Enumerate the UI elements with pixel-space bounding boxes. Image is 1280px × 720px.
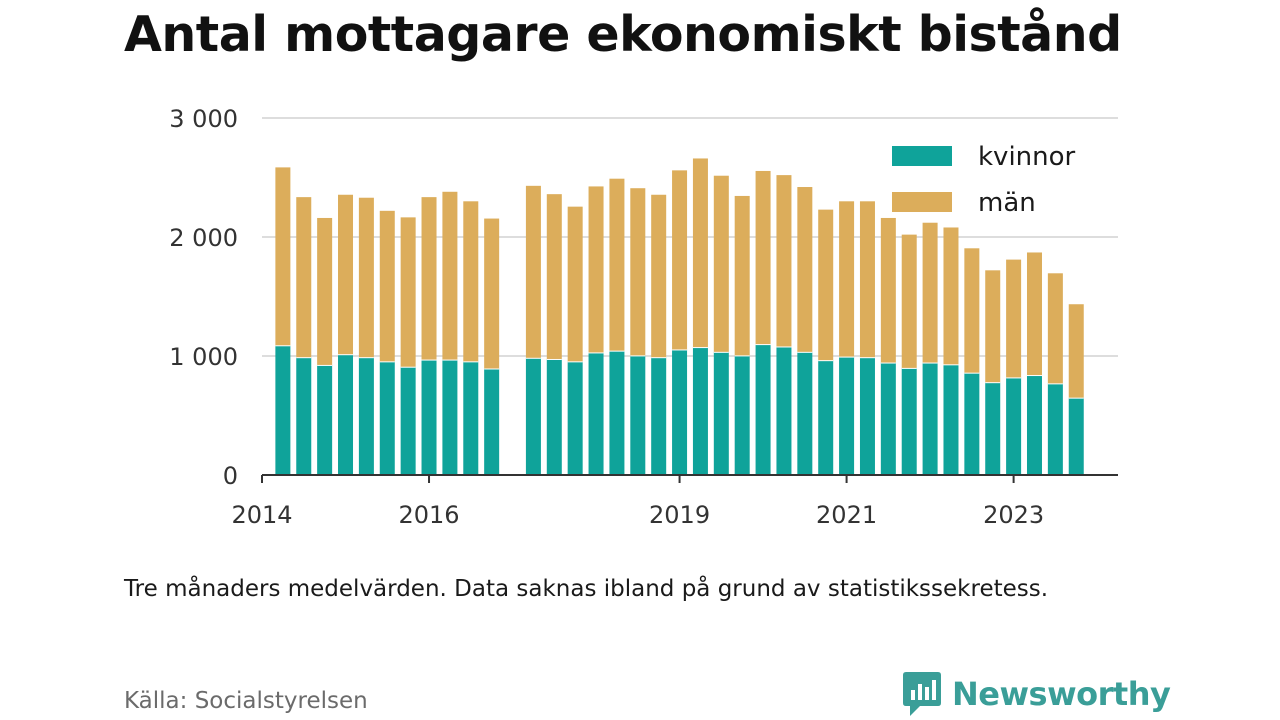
bar-kvinnor <box>609 350 625 475</box>
bar-kvinnor <box>338 354 354 475</box>
bar-kvinnor <box>1068 397 1084 475</box>
bar-man <box>546 194 562 359</box>
bar-man <box>859 201 875 358</box>
source-label: Källa: Socialstyrelsen <box>124 688 368 714</box>
bar-kvinnor <box>1006 377 1022 475</box>
legend: kvinnor män <box>892 142 1076 218</box>
bar-kvinnor <box>985 382 1001 475</box>
bar-man <box>672 170 688 350</box>
bar-kvinnor <box>400 366 416 475</box>
bar-man <box>567 206 583 362</box>
bar-man <box>484 218 500 369</box>
bar-man <box>421 197 437 360</box>
newsworthy-logo-icon <box>903 672 941 716</box>
bar-man <box>839 201 855 357</box>
bar-kvinnor <box>755 344 771 475</box>
bar-man <box>358 197 374 358</box>
bar-man <box>1026 252 1042 376</box>
bar-man <box>296 197 312 358</box>
bar-kvinnor <box>713 351 729 475</box>
bar-man <box>317 217 333 365</box>
bar-kvinnor <box>317 364 333 475</box>
bar-man <box>985 270 1001 383</box>
bar-man <box>442 191 458 360</box>
bar-stacks <box>275 0 1105 475</box>
bar-kvinnor <box>296 357 312 475</box>
bar-kvinnor <box>630 355 646 475</box>
bar-kvinnor <box>1026 375 1042 475</box>
bar-kvinnor <box>275 345 291 475</box>
bar-man <box>630 188 646 356</box>
legend-swatch-kvinnor <box>892 146 952 166</box>
bar-man <box>463 201 479 362</box>
y-tick-label: 3 000 <box>169 105 238 133</box>
bar-kvinnor <box>588 352 604 475</box>
bar-man <box>651 194 667 358</box>
y-tick-label: 2 000 <box>169 224 238 252</box>
bar-kvinnor <box>776 346 792 475</box>
bar-man <box>338 194 354 355</box>
bar-man <box>964 248 980 373</box>
bar-man <box>880 217 896 363</box>
bar-kvinnor <box>567 361 583 475</box>
bar-kvinnor <box>651 357 667 475</box>
bar-man <box>692 158 708 348</box>
bar-kvinnor <box>797 351 813 475</box>
legend-swatch-man <box>892 192 952 212</box>
bar-kvinnor <box>442 359 458 475</box>
legend-label-man: män <box>978 188 1036 218</box>
bar-man <box>901 234 917 368</box>
bar-man <box>797 187 813 352</box>
bar-man <box>1047 273 1063 384</box>
bar-kvinnor <box>546 358 562 475</box>
legend-label-kvinnor: kvinnor <box>978 142 1076 172</box>
bar-kvinnor <box>964 372 980 475</box>
bar-kvinnor <box>463 361 479 475</box>
bar-man <box>400 217 416 367</box>
brand-logo[interactable]: Newsworthy <box>902 670 1171 718</box>
bar-kvinnor <box>880 362 896 475</box>
axes: 0 1 000 2 000 3 000 2014 2016 2019 2021 2023 <box>169 105 1118 529</box>
bar-man <box>525 185 541 358</box>
bar-man <box>734 195 750 356</box>
x-tick-label: 2014 <box>231 501 292 529</box>
bar-man <box>1006 259 1022 378</box>
bar-man <box>922 222 938 363</box>
bar-kvinnor <box>672 349 688 475</box>
bar-kvinnor <box>1047 383 1063 475</box>
bar-man <box>379 210 395 362</box>
bar-kvinnor <box>525 357 541 475</box>
bar-man <box>1068 304 1084 398</box>
bar-kvinnor <box>839 356 855 475</box>
bar-kvinnor <box>358 357 374 475</box>
bar-man <box>588 186 604 353</box>
bar-kvinnor <box>379 361 395 475</box>
bar-kvinnor <box>922 362 938 475</box>
y-tick-label: 1 000 <box>169 343 238 371</box>
bar-man <box>943 227 959 365</box>
bar-kvinnor <box>859 357 875 475</box>
bar-kvinnor <box>734 355 750 475</box>
x-tick-label: 2016 <box>398 501 459 529</box>
y-tick-label: 0 <box>223 462 238 490</box>
bar-man <box>755 170 771 345</box>
x-tick-label: 2023 <box>983 501 1044 529</box>
bar-man <box>275 167 291 346</box>
bar-kvinnor <box>692 347 708 475</box>
bar-man <box>609 178 625 351</box>
x-tick-label: 2021 <box>816 501 877 529</box>
bar-man <box>776 175 792 347</box>
chart-title: Antal mottagare ekonomiskt bistånd <box>124 6 1122 63</box>
bar-kvinnor <box>901 367 917 475</box>
bar-man <box>713 175 729 352</box>
bar-man <box>818 209 834 361</box>
brand-name: Newsworthy <box>952 675 1171 713</box>
bar-kvinnor <box>818 360 834 475</box>
bar-kvinnor <box>484 368 500 475</box>
bar-kvinnor <box>943 364 959 475</box>
bar-kvinnor <box>421 359 437 475</box>
chart-note: Tre månaders medelvärden. Data saknas ib… <box>124 576 1049 602</box>
x-tick-label: 2019 <box>649 501 710 529</box>
